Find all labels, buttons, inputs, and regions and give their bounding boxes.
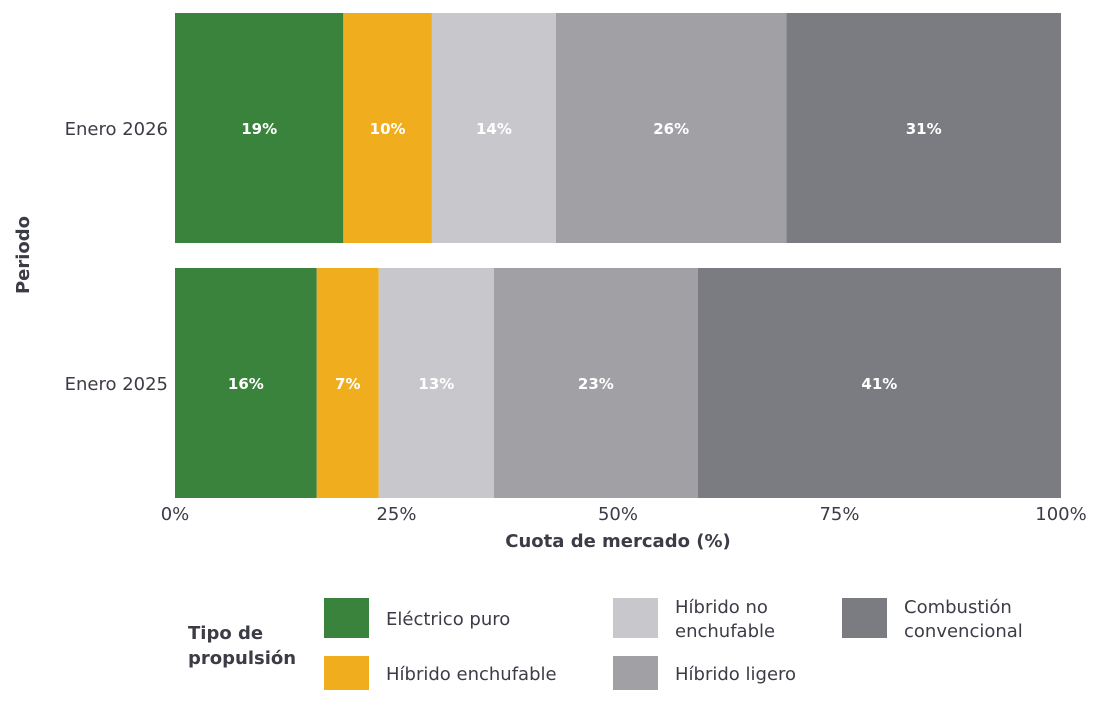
legend-label: Eléctrico puro: [386, 609, 510, 630]
x-axis-title: Cuota de mercado (%): [505, 531, 730, 552]
y-tick-label: Enero 2026: [65, 119, 168, 140]
data-label: 41%: [861, 375, 897, 393]
bar-segment: [555, 13, 787, 243]
y-tick-label: Enero 2025: [65, 374, 168, 395]
legend-label: Combustión: [904, 597, 1012, 618]
y-axis-title: Periodo: [13, 216, 34, 294]
legend-label: Híbrido ligero: [675, 664, 796, 685]
data-label: 7%: [335, 375, 360, 393]
x-tick-label: 50%: [598, 504, 638, 525]
data-label: 26%: [653, 120, 689, 138]
legend-label: Híbrido enchufable: [386, 664, 557, 685]
data-label: 23%: [578, 375, 614, 393]
bar-segment: [431, 13, 556, 243]
data-label: 10%: [370, 120, 406, 138]
legend-label: enchufable: [675, 621, 775, 642]
x-tick-label: 0%: [161, 504, 190, 525]
legend-title: propulsión: [188, 648, 296, 669]
bar-segment: [175, 268, 317, 498]
legend-title: Tipo de: [188, 623, 263, 644]
data-label: 14%: [476, 120, 512, 138]
data-label: 13%: [418, 375, 454, 393]
legend-label: convencional: [904, 621, 1023, 642]
legend-swatch: [324, 598, 369, 638]
legend-swatch: [324, 656, 369, 690]
legend-label: Híbrido no: [675, 597, 768, 618]
data-label: 16%: [228, 375, 264, 393]
bar-segment: [316, 268, 379, 498]
legend-swatch: [842, 598, 887, 638]
legend-swatch: [613, 598, 658, 638]
bar-segment: [786, 13, 1061, 243]
bar-segment: [378, 268, 494, 498]
x-tick-label: 100%: [1035, 504, 1086, 525]
x-tick-label: 75%: [819, 504, 859, 525]
bar-segment: [493, 268, 698, 498]
bar-segment: [343, 13, 432, 243]
legend-swatch: [613, 656, 658, 690]
bar-segment: [175, 13, 344, 243]
bar-segment: [697, 268, 1061, 498]
data-label: 19%: [241, 120, 277, 138]
x-tick-label: 25%: [376, 504, 416, 525]
data-label: 31%: [906, 120, 942, 138]
